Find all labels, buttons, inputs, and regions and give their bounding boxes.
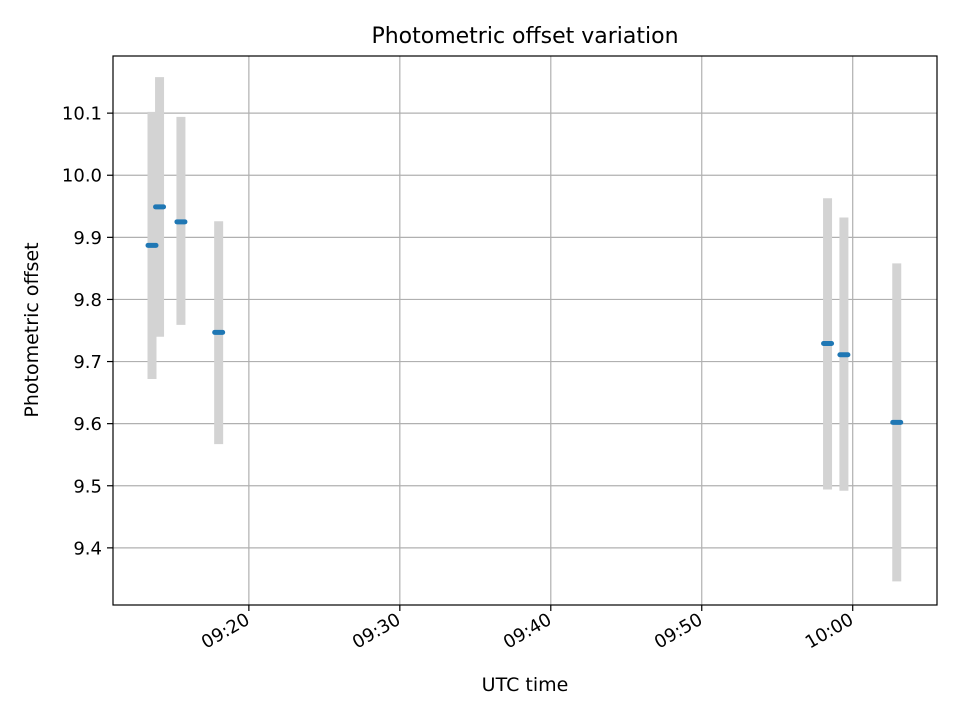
y-tick-label: 9.8 [73, 290, 102, 311]
y-tick-label: 10.0 [62, 166, 102, 187]
grid [113, 56, 937, 605]
y-tick-label: 9.5 [73, 476, 102, 497]
data-markers [145, 204, 904, 425]
y-axis-label: Photometric offset [21, 242, 43, 417]
y-tick-label: 9.7 [73, 352, 102, 373]
x-axis-label: UTC time [482, 674, 569, 696]
y-tick-label: 9.9 [73, 228, 102, 249]
y-tick-label: 9.4 [73, 538, 102, 559]
y-tick-label: 9.6 [73, 414, 102, 435]
chart-title: Photometric offset variation [371, 24, 678, 49]
plot-frame [112, 55, 938, 606]
y-tick-label: 10.1 [62, 104, 102, 125]
y-axis-ticks: 9.4 9.5 9.6 9.7 9.8 9.9 10.0 10.1 [62, 104, 113, 559]
